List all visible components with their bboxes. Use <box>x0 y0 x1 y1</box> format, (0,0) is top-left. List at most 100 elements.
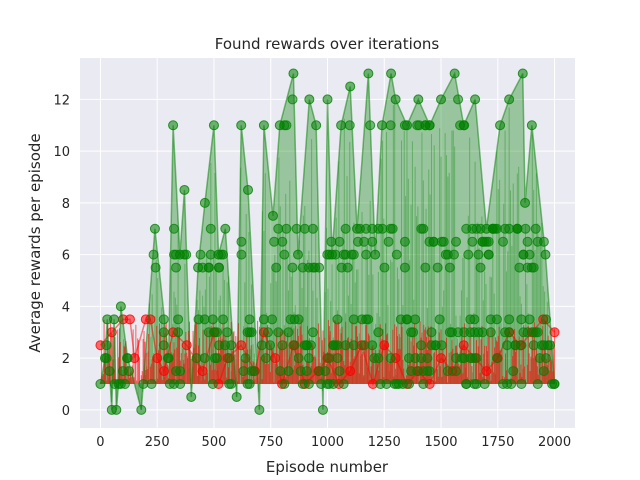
data-point <box>418 223 429 234</box>
data-point <box>549 379 560 390</box>
data-point <box>436 340 447 351</box>
data-point <box>254 404 265 415</box>
data-point <box>334 236 345 247</box>
data-point <box>218 314 229 325</box>
data-point <box>243 184 254 195</box>
data-point <box>477 327 488 338</box>
data-point <box>340 223 351 234</box>
data-point <box>95 379 106 390</box>
data-point <box>448 249 459 260</box>
data-point <box>538 366 549 377</box>
data-point <box>173 314 184 325</box>
data-point <box>386 68 397 79</box>
data-point <box>516 314 527 325</box>
data-point <box>326 236 337 247</box>
data-point <box>236 120 247 131</box>
data-point <box>495 120 506 131</box>
data-point <box>359 340 370 351</box>
data-point <box>401 314 412 325</box>
data-point <box>181 249 192 260</box>
data-point <box>344 120 355 131</box>
data-point <box>469 314 480 325</box>
data-point <box>148 249 159 260</box>
data-point <box>373 353 384 364</box>
data-point <box>359 236 370 247</box>
data-point <box>146 379 157 390</box>
data-point <box>379 262 390 273</box>
data-point <box>211 353 222 364</box>
data-point <box>236 340 247 351</box>
data-point <box>277 340 288 351</box>
data-point <box>207 379 218 390</box>
data-point <box>361 249 372 260</box>
data-point <box>220 223 231 234</box>
data-point <box>299 223 310 234</box>
data-point <box>101 353 112 364</box>
data-point <box>320 366 331 377</box>
data-point <box>524 249 535 260</box>
data-point <box>410 314 421 325</box>
data-point <box>304 94 315 105</box>
data-point <box>367 340 378 351</box>
data-point <box>491 314 502 325</box>
data-point <box>504 327 515 338</box>
data-point <box>111 404 122 415</box>
data-point <box>420 262 431 273</box>
series-layer <box>95 68 560 415</box>
data-point <box>424 366 435 377</box>
data-point <box>385 120 396 131</box>
data-point <box>159 366 170 377</box>
data-point <box>317 404 328 415</box>
data-point <box>365 120 376 131</box>
y-tick-label: 12 <box>53 93 70 108</box>
data-point <box>289 340 300 351</box>
y-tick-label: 2 <box>62 352 70 367</box>
data-point <box>122 353 133 364</box>
data-point <box>281 223 292 234</box>
data-point <box>301 366 312 377</box>
data-point <box>186 391 197 402</box>
data-point <box>258 120 269 131</box>
data-point <box>467 236 478 247</box>
data-point <box>532 379 543 390</box>
data-point <box>293 353 304 364</box>
data-point <box>236 249 247 260</box>
data-point <box>528 340 539 351</box>
data-point <box>379 340 390 351</box>
data-point <box>532 327 543 338</box>
data-point <box>498 236 509 247</box>
data-point <box>538 236 549 247</box>
data-point <box>281 120 292 131</box>
y-tick-label: 0 <box>62 404 70 419</box>
data-point <box>175 379 186 390</box>
data-point <box>512 223 523 234</box>
data-point <box>303 379 314 390</box>
x-axis-title: Episode number <box>266 458 389 476</box>
x-tick-label: 0 <box>96 435 104 450</box>
data-point <box>293 314 304 325</box>
data-point <box>162 353 173 364</box>
data-point <box>240 353 251 364</box>
data-point <box>377 223 388 234</box>
data-point <box>453 94 464 105</box>
data-point <box>483 249 494 260</box>
data-point <box>504 223 515 234</box>
data-point <box>463 249 474 260</box>
data-point <box>334 366 345 377</box>
data-point <box>373 327 384 338</box>
data-point <box>516 340 527 351</box>
data-point <box>218 249 229 260</box>
data-point <box>526 120 537 131</box>
data-point <box>491 353 502 364</box>
x-tick-label: 750 <box>258 435 283 450</box>
data-point <box>387 223 398 234</box>
data-point <box>381 379 392 390</box>
data-point <box>267 314 278 325</box>
data-point <box>399 262 410 273</box>
data-point <box>473 249 484 260</box>
x-tick-label: 2000 <box>538 435 571 450</box>
data-point <box>422 353 433 364</box>
data-point <box>390 94 401 105</box>
chart-title: Found rewards over iterations <box>215 35 440 53</box>
data-point <box>449 68 460 79</box>
